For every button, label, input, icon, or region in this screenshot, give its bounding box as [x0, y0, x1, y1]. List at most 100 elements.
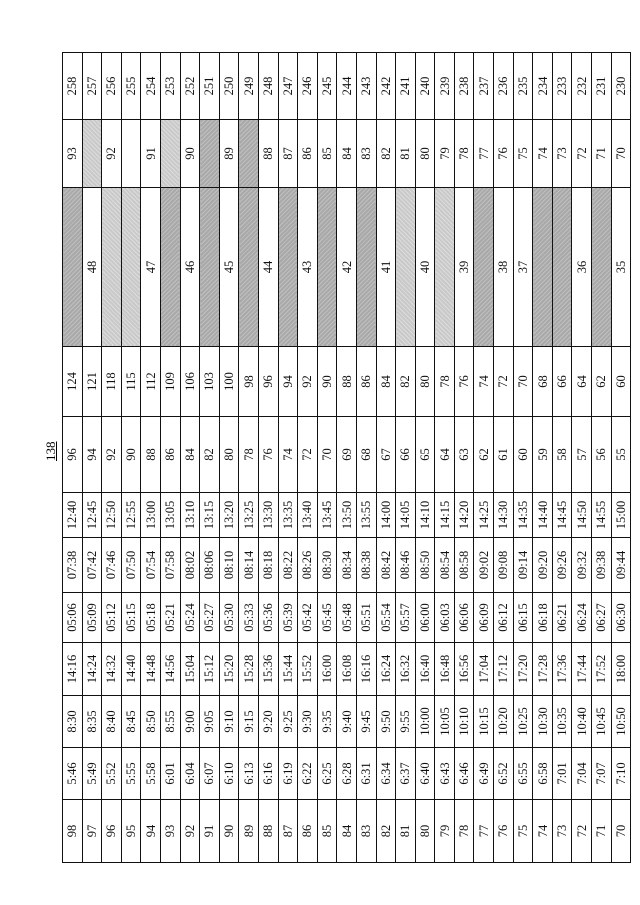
- table-cell: 16:00: [317, 642, 337, 696]
- table-cell: 14:16: [62, 642, 83, 696]
- table-row: 98 5:46 8:30 14:16 05:06 07:38 12:40 96 124 93 258: [62, 52, 83, 863]
- table-cell: 9:55: [395, 695, 416, 748]
- table-cell: 09:14: [513, 537, 533, 593]
- table-cell: 14:20: [454, 492, 474, 538]
- table-cell: 6:13: [238, 747, 259, 800]
- table-cell: 39: [454, 187, 474, 347]
- table-cell: [238, 119, 259, 188]
- table-cell: 07:42: [82, 537, 102, 593]
- table-cell: 68: [532, 346, 553, 417]
- table-cell: 05:57: [395, 592, 416, 643]
- table-row: 83 6:31 9:45 16:16 05:51 08:38 13:55 68 86 83 243: [356, 52, 376, 863]
- table-cell: 14:35: [513, 492, 533, 538]
- table-cell: 17:28: [532, 642, 553, 696]
- table-cell: 86: [356, 346, 376, 417]
- table-cell: 96: [62, 416, 83, 493]
- table-cell: 64: [434, 416, 455, 493]
- table-cell: 85: [317, 119, 337, 188]
- table-cell: [121, 119, 141, 188]
- table-cell: 85: [317, 799, 337, 863]
- table-cell: 36: [571, 187, 592, 347]
- table-row: 85 6:25 9:35 16:00 05:45 08:30 13:45 70 90 85 245: [317, 52, 337, 863]
- table-cell: 106: [180, 346, 200, 417]
- table-row: 95 5:55 8:45 14:40 05:15 07:50 12:55 90 115 255: [121, 52, 141, 863]
- table-cell: 72: [493, 346, 514, 417]
- table-cell: 93: [62, 119, 83, 188]
- table-cell: 16:16: [356, 642, 376, 696]
- table-cell: 15:52: [297, 642, 318, 696]
- table-cell: 5:55: [121, 747, 141, 800]
- table-cell: 10:30: [532, 695, 553, 748]
- table-cell: 13:45: [317, 492, 337, 538]
- table-cell: 72: [571, 119, 592, 188]
- table-cell: 6:16: [258, 747, 279, 800]
- table-cell: 5:49: [82, 747, 102, 800]
- table-cell: 14:48: [140, 642, 161, 696]
- table-cell: 115: [121, 346, 141, 417]
- table-cell: 08:30: [317, 537, 337, 593]
- table-cell: 242: [376, 52, 396, 120]
- table-cell: 10:15: [473, 695, 494, 748]
- table-cell: [62, 187, 83, 347]
- table-cell: 96: [101, 799, 122, 863]
- table-cell: 68: [356, 416, 376, 493]
- table-cell: 6:22: [297, 747, 318, 800]
- table-cell: 253: [160, 52, 181, 120]
- table-cell: 59: [532, 416, 553, 493]
- table-cell: 90: [180, 119, 200, 188]
- table-cell: [591, 187, 612, 347]
- table-cell: 43: [297, 187, 318, 347]
- table-cell: 63: [454, 416, 474, 493]
- table-cell: 17:52: [591, 642, 612, 696]
- table-row: 86 6:22 9:30 15:52 05:42 08:26 13:40 72 92 43 86 24…: [297, 52, 318, 863]
- table-cell: 14:10: [415, 492, 435, 538]
- table-cell: 13:55: [356, 492, 376, 538]
- table-cell: 8:40: [101, 695, 122, 748]
- table-cell: 10:45: [591, 695, 612, 748]
- table-cell: 6:46: [454, 747, 474, 800]
- table-cell: 83: [356, 799, 376, 863]
- table-cell: 8:35: [82, 695, 102, 748]
- table-cell: 15:20: [219, 642, 239, 696]
- table-cell: 70: [317, 416, 337, 493]
- table-cell: 05:27: [199, 592, 220, 643]
- table-cell: 14:40: [532, 492, 553, 538]
- table-cell: 97: [82, 799, 102, 863]
- table-cell: 90: [317, 346, 337, 417]
- table-cell: 7:07: [591, 747, 612, 800]
- table-row: 77 6:49 10:15 17:04 06:09 09:02 14:25 62 74 77 237: [473, 52, 494, 863]
- table-cell: 06:27: [591, 592, 612, 643]
- table-cell: 6:49: [473, 747, 494, 800]
- table-cell: 6:34: [376, 747, 396, 800]
- table-cell: 16:32: [395, 642, 416, 696]
- table-cell: 07:50: [121, 537, 141, 593]
- table-cell: 9:15: [238, 695, 259, 748]
- table-cell: 7:10: [611, 747, 631, 800]
- table-cell: 257: [82, 52, 102, 120]
- table-cell: 230: [611, 52, 631, 120]
- data-table: 98 5:46 8:30 14:16 05:06 07:38 12:40 96 124 93 258…: [62, 52, 631, 863]
- table-cell: 78: [434, 346, 455, 417]
- table-cell: 92: [101, 119, 122, 188]
- table-cell: 91: [199, 799, 220, 863]
- table-cell: 09:32: [571, 537, 592, 593]
- table-cell: 5:58: [140, 747, 161, 800]
- table-cell: 06:00: [415, 592, 435, 643]
- table-cell: 237: [473, 52, 494, 120]
- table-cell: 231: [591, 52, 612, 120]
- table-cell: 8:30: [62, 695, 83, 748]
- table-cell: 05:42: [297, 592, 318, 643]
- table-row: 75 6:55 10:25 17:20 06:15 09:14 14:35 60 70 37 75 2…: [513, 52, 533, 863]
- table-cell: 9:40: [336, 695, 357, 748]
- table-cell: [356, 187, 376, 347]
- table-cell: 13:15: [199, 492, 220, 538]
- table-cell: [238, 187, 259, 347]
- table-cell: [82, 119, 102, 188]
- table-cell: 241: [395, 52, 416, 120]
- table-cell: 08:10: [219, 537, 239, 593]
- table-cell: 78: [238, 416, 259, 493]
- table-cell: 89: [238, 799, 259, 863]
- table-cell: 100: [219, 346, 239, 417]
- table-cell: 13:00: [140, 492, 161, 538]
- table-cell: 07:38: [62, 537, 83, 593]
